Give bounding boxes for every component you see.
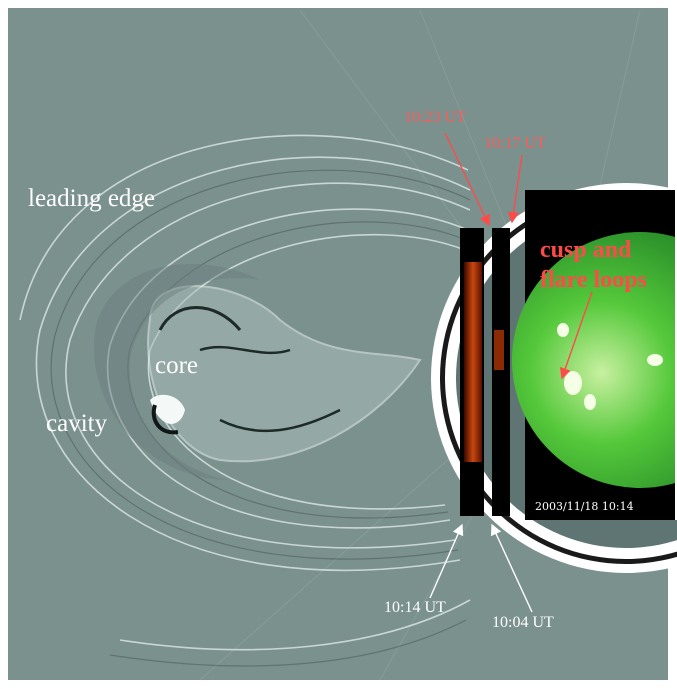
arrow-1017 [507,154,523,224]
c1-strip-1004-emission [494,330,504,370]
cavity-region [93,264,260,480]
arrow-1023 [444,132,490,227]
eit-date-stamp: 2003/11/18 10:14 [535,500,634,513]
arrow-1004 [491,523,533,613]
cme-loops [19,134,471,651]
c1-strip-1014-emission [464,262,482,462]
arrow-1014 [429,523,464,599]
label-core: core [155,352,199,379]
label-cusp-line1: cusp and [540,237,632,263]
label-time-1017: 10:17 UT [484,135,546,152]
eit-sun [512,232,677,488]
label-time-1023: 10:23 UT [404,109,466,126]
eit-active-regions [557,323,663,410]
label-leading-edge: leading edge [28,185,156,212]
cme-core [147,285,422,463]
label-cavity: cavity [46,410,108,437]
arrow-cusp [559,291,593,380]
label-time-1014: 10:14 UT [384,599,446,616]
c1-strip-1004 [492,228,510,516]
eit-right-mask [675,190,677,520]
label-time-1004: 10:04 UT [492,614,554,631]
label-cusp-line2: flare loops [540,267,647,293]
